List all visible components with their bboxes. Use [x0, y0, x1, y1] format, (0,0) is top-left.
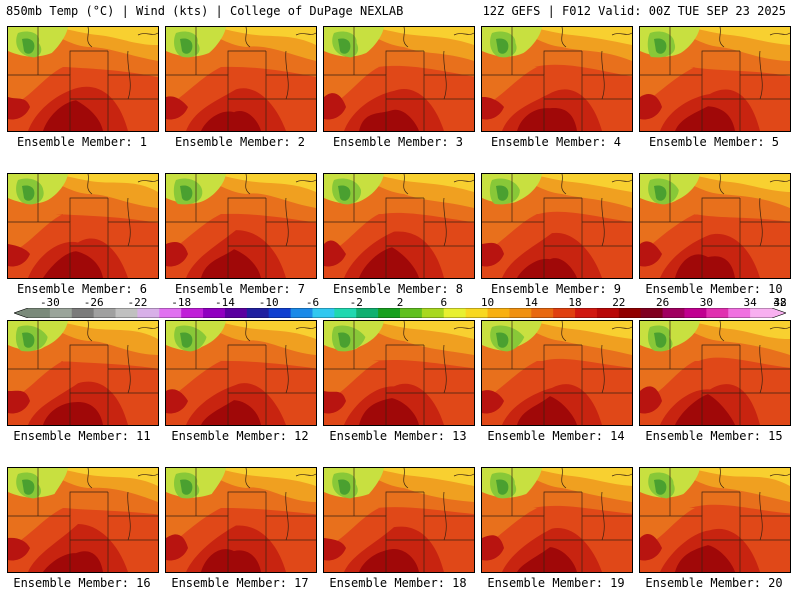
colorbar-tick-label: -10 [258, 296, 279, 309]
colorbar-segment [443, 308, 467, 318]
colorbar-tick-label: 6 [440, 296, 448, 309]
ensemble-map-10 [639, 173, 791, 279]
colorbar-segment [115, 308, 138, 318]
colorbar-segment [750, 308, 773, 318]
ensemble-map-20 [639, 467, 791, 573]
ensemble-map-19 [481, 467, 633, 573]
colorbar-segment [246, 308, 270, 318]
colorbar-tick-label: -22 [127, 296, 148, 309]
colorbar-segment [596, 308, 620, 318]
ensemble-member-label-11: Ensemble Member: 11 [13, 429, 151, 443]
ensemble-member-label-12: Ensemble Member: 12 [171, 429, 309, 443]
colorbar-segment [378, 308, 401, 318]
colorbar-segment [159, 308, 182, 318]
ensemble-member-label-19: Ensemble Member: 19 [487, 576, 625, 590]
ensemble-map-4 [481, 26, 633, 132]
ensemble-map-9 [481, 173, 633, 279]
ensemble-member-label-6: Ensemble Member: 6 [16, 282, 148, 296]
ensemble-map-8 [323, 173, 475, 279]
colorbar-tick-label: 10 [480, 296, 495, 309]
ensemble-member-label-2: Ensemble Member: 2 [174, 135, 306, 149]
colorbar-arrow-high [772, 308, 786, 318]
ensemble-member-label-13: Ensemble Member: 13 [329, 429, 467, 443]
ensemble-map-3 [323, 26, 475, 132]
ensemble-member-label-5: Ensemble Member: 5 [648, 135, 780, 149]
ensemble-map-18 [323, 467, 475, 573]
colorbar-tick-label: -14 [215, 296, 235, 309]
colorbar-segment [93, 308, 117, 318]
ensemble-map-2 [165, 26, 317, 132]
colorbar-segment [684, 308, 707, 318]
colorbar-segment [421, 308, 445, 318]
colorbar-tick-label: 42 [773, 296, 787, 309]
colorbar-segment [181, 308, 204, 318]
ensemble-member-label-4: Ensemble Member: 4 [490, 135, 622, 149]
colorbar-segment [290, 308, 313, 318]
ensemble-member-label-1: Ensemble Member: 1 [16, 135, 148, 149]
colorbar-arrow-low [14, 308, 28, 318]
colorbar-segment [28, 308, 51, 318]
ensemble-map-13 [323, 320, 475, 426]
colorbar-segment [640, 308, 664, 318]
colorbar-segment [400, 308, 423, 318]
ensemble-member-label-9: Ensemble Member: 9 [490, 282, 622, 296]
ensemble-map-17 [165, 467, 317, 573]
colorbar-segment [618, 308, 642, 318]
colorbar-segment [575, 308, 598, 318]
colorbar-tick-label: -26 [83, 296, 104, 309]
colorbar-segment [49, 308, 73, 318]
ensemble-member-label-17: Ensemble Member: 17 [171, 576, 309, 590]
colorbar-tick-label: -18 [171, 296, 192, 309]
colorbar-segment [71, 308, 95, 318]
colorbar-tick-label: -6 [305, 296, 320, 309]
ensemble-map-7 [165, 173, 317, 279]
colorbar-segment [531, 308, 554, 318]
model-run-info: 12Z GEFS | F012 Valid: 00Z TUE SEP 23 20… [482, 4, 786, 18]
ensemble-member-label-20: Ensemble Member: 20 [645, 576, 783, 590]
colorbar-tick-label: 30 [699, 296, 713, 309]
ensemble-map-11 [7, 320, 159, 426]
ensemble-map-14 [481, 320, 633, 426]
colorbar-segment [465, 308, 489, 318]
ensemble-map-15 [639, 320, 791, 426]
ensemble-map-12 [165, 320, 317, 426]
ensemble-map-1 [7, 26, 159, 132]
chart-title: 850mb Temp (°C) | Wind (kts) | College o… [6, 4, 404, 18]
colorbar-segment [706, 308, 729, 318]
colorbar-tick-label: 22 [612, 296, 626, 309]
colorbar-segment [137, 308, 160, 318]
colorbar-segment [334, 308, 357, 318]
ensemble-map-6 [7, 173, 159, 279]
colorbar-segment [553, 308, 576, 318]
ensemble-map-5 [639, 26, 791, 132]
ensemble-member-label-10: Ensemble Member: 10 [645, 282, 783, 296]
colorbar-segment [662, 308, 685, 318]
colorbar-segment [356, 308, 379, 318]
ensemble-member-label-18: Ensemble Member: 18 [329, 576, 467, 590]
ensemble-member-label-8: Ensemble Member: 8 [332, 282, 464, 296]
colorbar-segment [509, 308, 532, 318]
colorbar-tick-label: -2 [349, 296, 363, 309]
colorbar-segment [203, 308, 226, 318]
colorbar-tick-label: 26 [655, 296, 670, 309]
colorbar-tick-label: 18 [568, 296, 582, 309]
colorbar-segment [224, 308, 248, 318]
colorbar-tick-label: -30 [39, 296, 60, 309]
ensemble-member-label-14: Ensemble Member: 14 [487, 429, 625, 443]
colorbar-tick-label: 38 [773, 296, 787, 309]
colorbar-tick-label: 14 [524, 296, 538, 309]
colorbar-segment [312, 308, 335, 318]
ensemble-member-label-16: Ensemble Member: 16 [13, 576, 151, 590]
ensemble-map-16 [7, 467, 159, 573]
ensemble-member-label-3: Ensemble Member: 3 [332, 135, 464, 149]
colorbar-segment [268, 308, 292, 318]
colorbar-segment [487, 308, 510, 318]
colorbar-tick-label: 34 [743, 296, 757, 309]
colorbar-segment [728, 308, 751, 318]
colorbar-tick-label: 2 [396, 296, 404, 309]
ensemble-member-label-15: Ensemble Member: 15 [645, 429, 783, 443]
ensemble-member-label-7: Ensemble Member: 7 [174, 282, 306, 296]
